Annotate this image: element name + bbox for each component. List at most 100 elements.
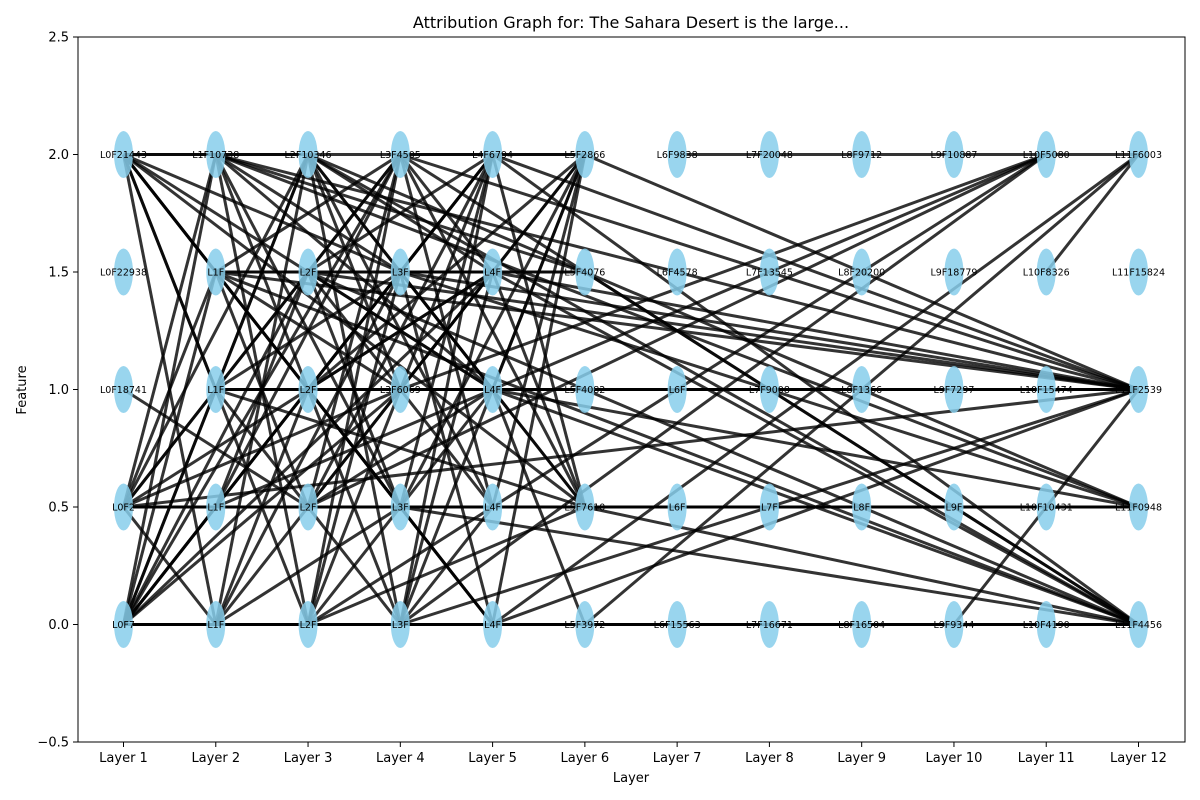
edge [214, 153, 310, 391]
feature-node[interactable]: L10F15474 [1020, 366, 1073, 413]
x-tick-label: Layer 12 [1110, 751, 1167, 766]
node-label: L5F7610 [564, 503, 605, 514]
feature-node[interactable]: L11F0948 [1115, 483, 1162, 531]
feature-node[interactable]: L10F5080 [1023, 131, 1070, 178]
feature-node[interactable]: L2F [298, 483, 318, 531]
feature-node[interactable]: L1F [206, 483, 226, 531]
feature-node[interactable]: L5F2866 [564, 131, 605, 178]
edge [122, 388, 309, 509]
feature-node[interactable]: L5F3972 [564, 601, 605, 648]
feature-node[interactable]: L8F16504 [838, 601, 885, 648]
edge [307, 270, 1139, 391]
feature-node[interactable]: L7F [759, 483, 779, 531]
feature-node[interactable]: L2F10346 [285, 131, 332, 178]
node-marker [852, 366, 872, 413]
feature-node[interactable]: L11F6003 [1115, 131, 1162, 178]
node-label: L1F [207, 503, 224, 514]
edge [307, 388, 494, 509]
feature-node[interactable]: L2F [298, 601, 318, 648]
feature-node[interactable]: L9F9344 [933, 601, 974, 648]
node-marker [667, 601, 687, 648]
feature-node[interactable]: L7F20048 [746, 131, 793, 178]
feature-node[interactable]: L11F4456 [1115, 601, 1162, 648]
chart-title: Attribution Graph for: The Sahara Desert… [413, 13, 849, 32]
feature-node[interactable]: L1F [206, 248, 226, 296]
feature-node[interactable]: L0F22938 [100, 248, 147, 296]
node-label: L7F9008 [749, 385, 790, 396]
feature-node[interactable]: L4F [483, 483, 503, 531]
edge [492, 270, 1139, 391]
feature-node[interactable]: L6F [667, 366, 687, 413]
node-label: L8F16504 [838, 620, 885, 631]
feature-node[interactable]: L3F [390, 601, 410, 648]
feature-node[interactable]: L8F9712 [841, 131, 882, 178]
edge [398, 271, 495, 625]
feature-node[interactable]: L9F7297 [933, 366, 974, 413]
feature-node[interactable]: L4F [483, 366, 503, 413]
edge [492, 388, 1139, 509]
edge [122, 153, 310, 508]
feature-node[interactable]: L4F [483, 601, 503, 648]
edge [491, 153, 587, 391]
feature-node[interactable]: L5F4082 [564, 366, 605, 413]
feature-node[interactable]: L7F9008 [749, 366, 790, 413]
feature-node[interactable]: L9F18779 [930, 248, 977, 296]
feature-node[interactable]: L3F [390, 248, 410, 296]
node-marker [667, 366, 687, 413]
feature-node[interactable]: L8F1366 [841, 366, 882, 413]
edge [491, 153, 1048, 509]
node-label: L3F6069 [380, 385, 421, 396]
feature-node[interactable]: L2F [298, 248, 318, 296]
feature-node[interactable]: L6F4578 [657, 248, 698, 296]
feature-node[interactable]: L7F13545 [746, 248, 793, 296]
x-tick-label: Layer 11 [1018, 751, 1075, 766]
node-label: L11F0948 [1115, 503, 1162, 514]
feature-node[interactable]: L4F [483, 248, 503, 296]
feature-node[interactable]: L11F15824 [1112, 248, 1165, 296]
feature-node[interactable]: L1F [206, 601, 226, 648]
feature-node[interactable]: L5F4076 [564, 248, 605, 296]
edge [306, 153, 402, 273]
node-marker [1129, 601, 1148, 648]
feature-node[interactable]: L11F2539 [1115, 366, 1162, 413]
feature-node[interactable]: L8F20200 [838, 248, 885, 296]
feature-node[interactable]: L8F [852, 483, 872, 531]
node-label: L3F [392, 620, 409, 631]
feature-node[interactable]: L0F18741 [100, 366, 147, 413]
feature-node[interactable]: L3F [390, 483, 410, 531]
feature-node[interactable]: L2F [298, 366, 318, 413]
feature-node[interactable]: L6F9838 [657, 131, 698, 178]
feature-node[interactable]: L5F7610 [564, 483, 605, 531]
feature-node[interactable]: L4F6794 [472, 131, 513, 178]
node-marker [114, 248, 133, 296]
x-axis: Layer 1 Layer 2 Layer 3 Layer 4 Layer 5 Layer… [99, 742, 1167, 766]
edge [122, 153, 401, 274]
feature-node[interactable]: L3F4505 [380, 131, 421, 178]
node-marker [298, 248, 318, 296]
feature-node[interactable]: L1F10738 [192, 131, 239, 178]
node-marker [390, 131, 410, 178]
feature-node[interactable]: L9F [944, 483, 964, 531]
node-marker [298, 366, 318, 413]
feature-node[interactable]: L0F21443 [100, 131, 147, 178]
feature-node[interactable]: L0F7 [112, 601, 135, 648]
node-label: L0F7 [112, 620, 135, 631]
node-label: L1F [207, 620, 224, 631]
feature-node[interactable]: L10F8326 [1023, 248, 1070, 296]
edge [214, 388, 310, 626]
feature-node[interactable]: L0F2 [112, 483, 135, 531]
feature-node[interactable]: L9F10887 [930, 131, 977, 178]
feature-node[interactable]: L10F4190 [1023, 601, 1070, 648]
node-label: L6F15563 [654, 620, 701, 631]
feature-node[interactable]: L6F15563 [654, 601, 701, 648]
feature-node[interactable]: L6F [667, 483, 687, 531]
node-label: L5F4082 [564, 385, 605, 396]
feature-node[interactable]: L10F10431 [1020, 483, 1073, 531]
node-label: L3F4505 [380, 150, 421, 161]
feature-node[interactable]: L1F [206, 366, 226, 413]
x-tick-label: Layer 2 [191, 751, 240, 766]
node-marker [852, 601, 872, 648]
feature-node[interactable]: L3F6069 [380, 366, 421, 413]
node-marker [483, 131, 503, 178]
feature-node[interactable]: L7F16671 [746, 601, 793, 648]
